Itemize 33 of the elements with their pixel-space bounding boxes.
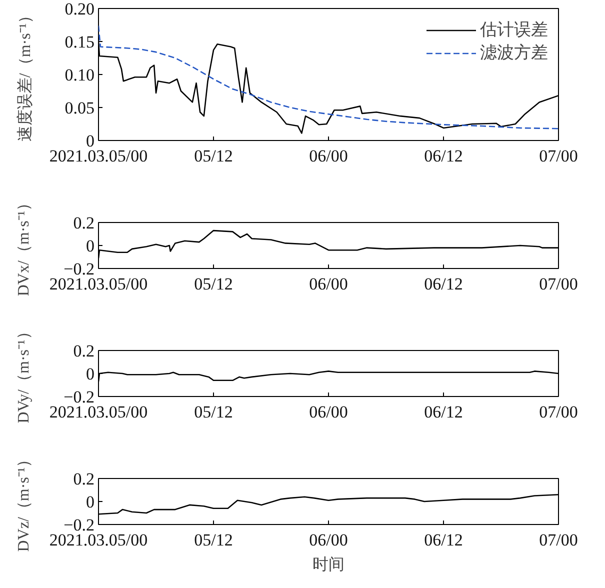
y-axis-title: DVy/（m·s⁻¹） [16,324,33,424]
y-tick-label: 0.05 [64,98,94,118]
x-tick-label: 07/00 [539,274,578,294]
x-tick-label: 05/12 [194,530,233,550]
x-tick-label: 06/00 [309,274,348,294]
y-tick-label: 0 [86,236,94,256]
x-tick-label: 06/12 [424,274,463,294]
y-tick-label: 0.2 [73,214,94,232]
y-tick-label: 0.20 [64,0,94,18]
y-tick-label: 0 [86,364,94,384]
y-axis-title: DVz/（m·s⁻¹） [16,451,33,552]
x-tick-label: 07/00 [539,146,578,166]
x-tick-label: 05/12 [194,402,233,422]
y-tick-label: 0.2 [73,470,94,488]
x-tick-label: 06/12 [424,146,463,166]
legend-label: 估计误差 [480,19,548,41]
x-tick-label: 06/00 [309,402,348,422]
y-tick-label: 0.2 [73,342,94,360]
x-tick-label: 05/12 [194,146,233,166]
y-tick-label: 0 [86,492,94,512]
y-axis-title: DVx/（m·s⁻¹） [16,194,33,296]
legend-label: 滤波方差 [480,42,548,64]
x-tick-label: 06/12 [424,402,463,422]
y-tick-label: 0.10 [64,66,94,84]
x-tick-label: 07/00 [539,402,578,422]
x-axis-title: 时间 [312,556,344,574]
x-tick-label: 06/00 [309,146,348,166]
y-axis-title: 速度误差/（m·s⁻¹） [16,7,34,142]
x-tick-label: 06/12 [424,530,463,550]
x-tick-label: 07/00 [539,530,578,550]
y-tick-label: 0.15 [64,32,94,52]
x-tick-label: 06/00 [309,530,348,550]
x-tick-label: 05/12 [194,274,233,294]
